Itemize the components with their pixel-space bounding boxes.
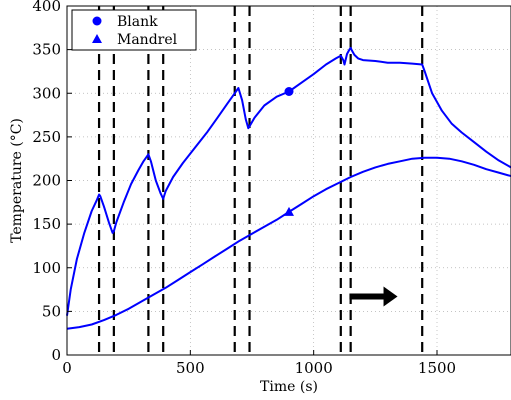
legend-box xyxy=(71,9,197,51)
x-tick-label: 1000 xyxy=(295,359,333,377)
legend-label-blank: Blank xyxy=(117,14,158,30)
y-axis-label: Temperature (°C) xyxy=(9,118,25,243)
y-tick-label: 150 xyxy=(32,215,61,233)
x-tick-label: 1500 xyxy=(418,359,456,377)
legend-label-mandrel: Mandrel xyxy=(117,32,178,48)
series-marker-blank xyxy=(284,87,294,97)
y-tick-label: 100 xyxy=(32,259,61,277)
series-line-blank xyxy=(66,46,511,316)
x-tick-label: 0 xyxy=(62,359,72,377)
series-line-mandrel xyxy=(66,156,511,330)
legend-marker-mandrel xyxy=(92,34,102,43)
y-tick-label: 50 xyxy=(42,302,61,320)
y-tick-label: 0 xyxy=(51,346,61,364)
y-tick-label: 200 xyxy=(32,172,61,190)
axis-ticks: 0 500 1000 1500 0 50 100 150 200 250 300 350 400 xyxy=(32,0,456,377)
data-layer xyxy=(66,6,511,355)
y-tick-label: 300 xyxy=(32,84,61,102)
series-marker-mandrel xyxy=(284,206,294,216)
direction-arrow-head xyxy=(383,286,398,307)
legend-marker-blank xyxy=(92,16,102,26)
x-tick-label: 500 xyxy=(176,359,205,377)
y-tick-label: 350 xyxy=(32,41,61,59)
y-tick-label: 250 xyxy=(32,128,61,146)
y-tick-label: 400 xyxy=(32,0,61,15)
x-axis-label: Time (s) xyxy=(260,379,318,395)
legend: Blank Mandrel xyxy=(71,9,197,51)
